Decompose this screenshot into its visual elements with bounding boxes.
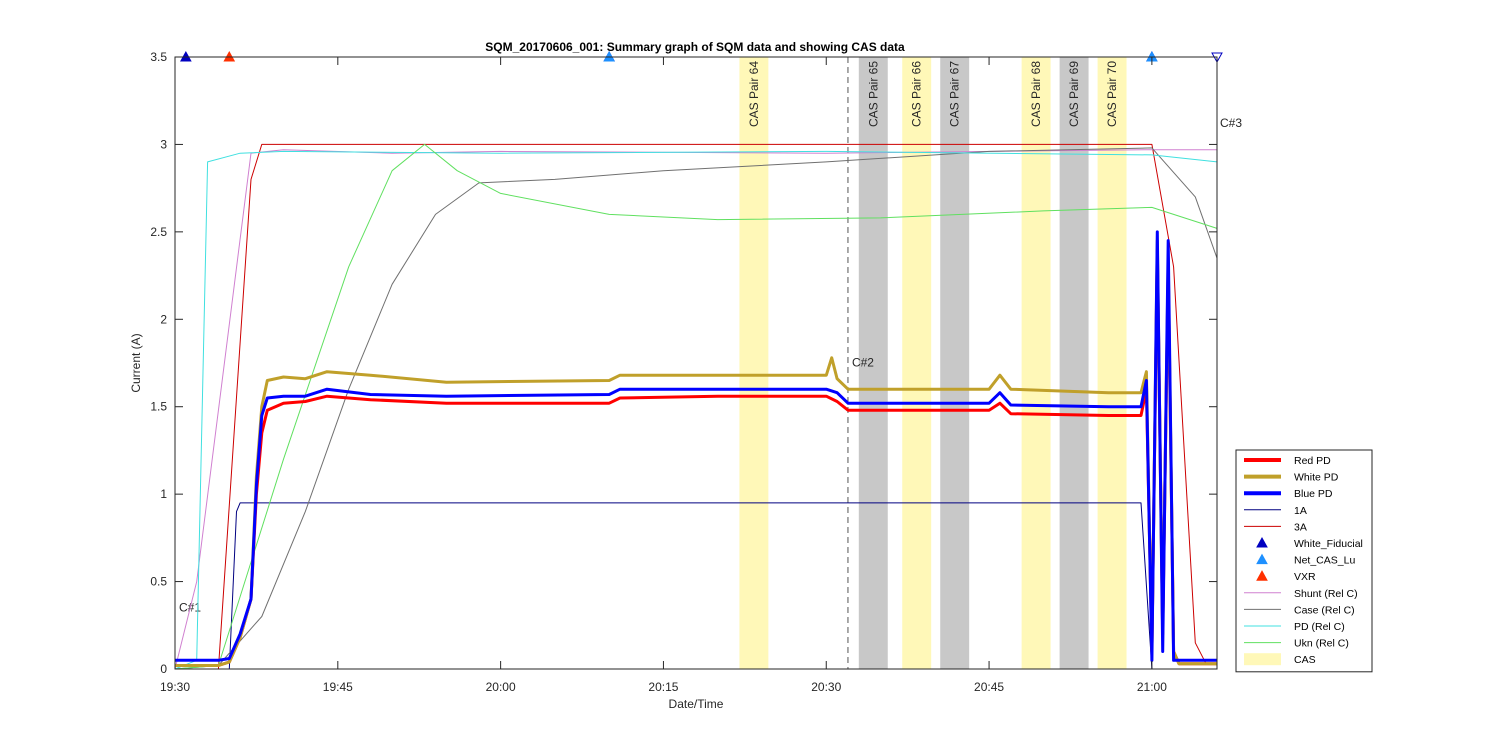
cas-band-label: CAS Pair 70 [1105, 61, 1119, 127]
cas-band-label: CAS Pair 69 [1067, 61, 1081, 127]
x-tick-label: 20:30 [811, 680, 841, 694]
y-tick-label: 1 [160, 487, 167, 501]
x-axis: 19:30 19:45 20:00 20:15 20:30 20:45 21:00 [160, 57, 1167, 694]
marker-label-c-3: C#3 [1220, 116, 1242, 130]
legend-label: White PD [1294, 472, 1339, 484]
y-axis-label: Current (A) [129, 333, 143, 392]
y-tick-label: 2.5 [150, 225, 167, 239]
series-pd-rel-c [174, 150, 1218, 670]
cas-band-cas-pair-67 [940, 57, 970, 669]
series-shunt-rel-c [174, 149, 1217, 670]
marker-label-c-2: C#2 [852, 355, 874, 369]
legend-label: Case (Rel C) [1294, 604, 1355, 616]
legend-label: Blue PD [1294, 488, 1333, 500]
x-tick-label: 19:45 [323, 680, 353, 694]
legend-swatch-net-cas-lu [1256, 553, 1268, 565]
cas-band-cas-pair-70 [1097, 57, 1127, 669]
cas-band-label: CAS Pair 68 [1029, 61, 1043, 127]
cas-bands: CAS Pair 64 CAS Pair 65 CAS Pair 66 CAS Pai… [739, 57, 1127, 669]
legend-swatch-cas [1244, 653, 1281, 666]
y-axis: 0 0.5 1 1.5 2 2.5 3 3.5 [150, 50, 1217, 676]
cas-band-cas-pair-69 [1059, 57, 1089, 669]
legend: Red PD White PD Blue PD 1A 3A White_Fiducial N… [1235, 449, 1373, 673]
legend-label: CAS [1294, 654, 1316, 666]
series-3a [175, 143, 1217, 670]
legend-label: PD (Rel C) [1294, 621, 1345, 633]
y-tick-label: 3.5 [150, 50, 167, 64]
y-tick-label: 3 [160, 137, 167, 151]
legend-swatch-white-fiducial [1256, 536, 1268, 548]
y-tick-label: 0.5 [150, 575, 167, 589]
x-axis-label: Date/Time [669, 697, 724, 711]
series-blue-pd [175, 230, 1217, 662]
legend-label: 1A [1294, 505, 1307, 517]
series-ukn-rel-c [174, 143, 1218, 670]
x-tick-label: 20:15 [648, 680, 678, 694]
legend-label: Net_CAS_Lu [1294, 555, 1355, 567]
legend-label: VXR [1294, 571, 1316, 583]
cas-band-cas-pair-68 [1021, 57, 1051, 669]
chart-title: SQM_20170606_001: Summary graph of SQM d… [485, 40, 905, 54]
legend-label: Red PD [1294, 455, 1331, 467]
cas-band-label: CAS Pair 67 [948, 61, 962, 127]
legend-swatch-vxr [1256, 570, 1268, 581]
legend-label: 3A [1294, 521, 1307, 533]
y-tick-label: 2 [160, 312, 167, 326]
series-case-rel-c [174, 147, 1218, 670]
cas-band-label: CAS Pair 64 [747, 61, 761, 127]
cas-band-cas-pair-66 [902, 57, 932, 669]
cas-band-cas-pair-64 [739, 57, 769, 669]
plot-area-frame [174, 56, 1218, 670]
legend-label: Ukn (Rel C) [1294, 638, 1349, 650]
y-tick-label: 1.5 [150, 400, 167, 414]
x-tick-label: 20:00 [486, 680, 516, 694]
series-lines [174, 143, 1218, 670]
x-tick-label: 21:00 [1137, 680, 1167, 694]
cas-band-label: CAS Pair 65 [866, 61, 880, 127]
legend-label: White_Fiducial [1294, 538, 1363, 550]
x-tick-label: 19:30 [160, 680, 190, 694]
cas-band-label: CAS Pair 66 [910, 61, 924, 127]
legend-label: Shunt (Rel C) [1294, 588, 1358, 600]
x-tick-label: 20:45 [974, 680, 1004, 694]
y-tick-label: 0 [160, 662, 167, 676]
